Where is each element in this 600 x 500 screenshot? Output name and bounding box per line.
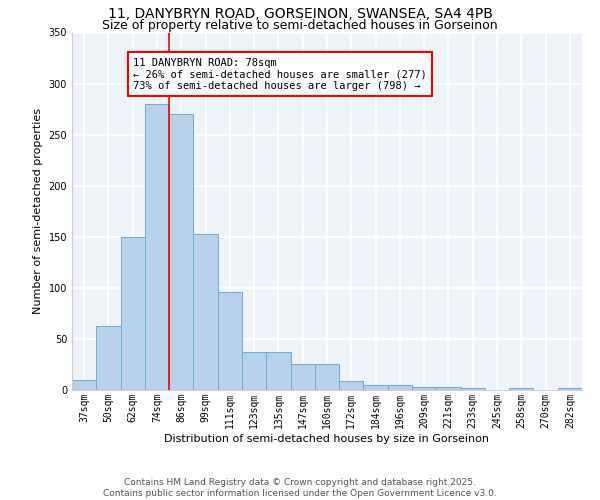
Bar xyxy=(461,388,485,390)
Bar xyxy=(169,114,193,390)
Bar xyxy=(266,352,290,390)
Bar xyxy=(388,385,412,390)
Text: Contains HM Land Registry data © Crown copyright and database right 2025.
Contai: Contains HM Land Registry data © Crown c… xyxy=(103,478,497,498)
Y-axis label: Number of semi-detached properties: Number of semi-detached properties xyxy=(33,108,43,314)
Bar xyxy=(290,364,315,390)
Bar xyxy=(364,385,388,390)
Bar xyxy=(242,352,266,390)
Bar xyxy=(218,292,242,390)
Bar xyxy=(339,381,364,390)
Bar xyxy=(436,387,461,390)
X-axis label: Distribution of semi-detached houses by size in Gorseinon: Distribution of semi-detached houses by … xyxy=(164,434,490,444)
Bar xyxy=(412,387,436,390)
Text: 11 DANYBRYN ROAD: 78sqm
← 26% of semi-detached houses are smaller (277)
73% of s: 11 DANYBRYN ROAD: 78sqm ← 26% of semi-de… xyxy=(133,58,427,90)
Bar xyxy=(96,326,121,390)
Text: Size of property relative to semi-detached houses in Gorseinon: Size of property relative to semi-detach… xyxy=(102,18,498,32)
Bar xyxy=(72,380,96,390)
Bar xyxy=(558,388,582,390)
Text: 11, DANYBRYN ROAD, GORSEINON, SWANSEA, SA4 4PB: 11, DANYBRYN ROAD, GORSEINON, SWANSEA, S… xyxy=(107,8,493,22)
Bar xyxy=(121,237,145,390)
Bar xyxy=(193,234,218,390)
Bar xyxy=(145,104,169,390)
Bar xyxy=(509,388,533,390)
Bar xyxy=(315,364,339,390)
